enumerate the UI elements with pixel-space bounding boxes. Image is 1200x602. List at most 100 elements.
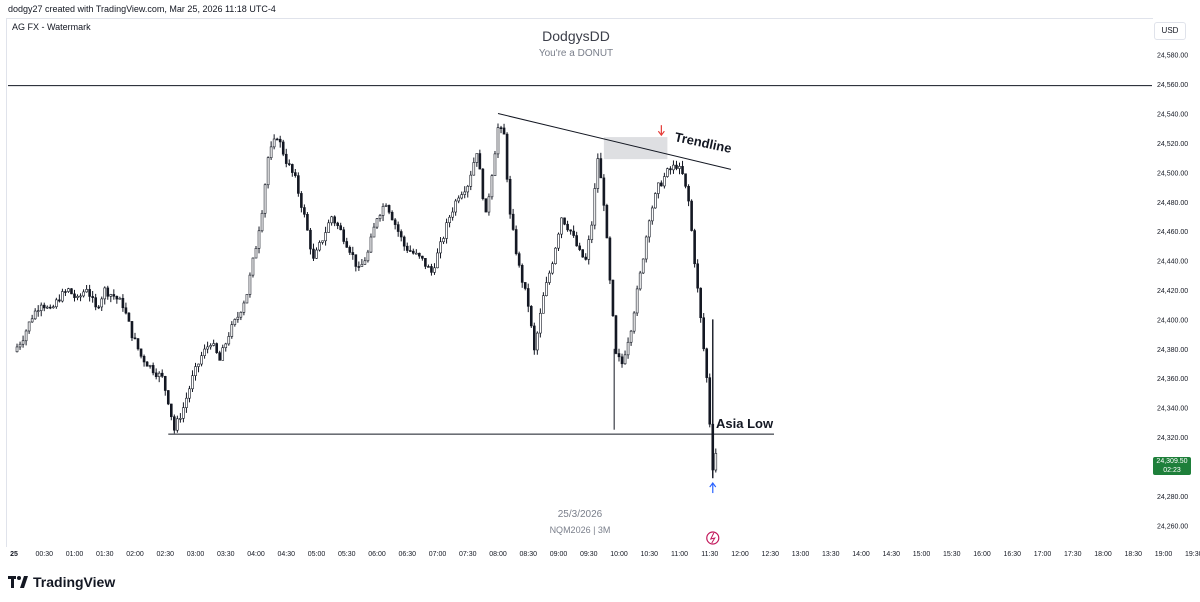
- buy-arrow-head-icon: [709, 482, 717, 488]
- candle-body: [203, 348, 206, 356]
- candle-body: [381, 206, 385, 216]
- candle-body: [160, 372, 164, 377]
- candle-body: [200, 355, 203, 365]
- time-tick-label: 05:30: [338, 551, 356, 558]
- time-tick-label: 01:00: [66, 551, 84, 558]
- time-tick-label: 13:00: [792, 551, 810, 558]
- candle-body: [605, 205, 609, 239]
- candle-body: [61, 291, 64, 302]
- candle-body: [118, 297, 122, 300]
- candle-body: [469, 174, 473, 187]
- price-tick-label: 24,480.00: [1157, 200, 1188, 207]
- candle-body: [45, 306, 49, 309]
- candle-body: [557, 233, 560, 249]
- symbol-name[interactable]: AG FX - Watermark: [12, 22, 91, 32]
- candle-body: [33, 310, 37, 320]
- candle-body: [611, 279, 615, 317]
- time-tick-label: 11:00: [671, 551, 688, 558]
- currency-button[interactable]: USD: [1154, 22, 1186, 40]
- candle-body: [596, 158, 600, 189]
- candle-body: [82, 291, 85, 297]
- candle-body: [133, 337, 137, 340]
- candle-body: [375, 218, 379, 228]
- candle-body: [593, 188, 597, 226]
- candle-body: [532, 325, 536, 351]
- candle-body: [36, 310, 40, 312]
- time-tick-label: 09:00: [550, 551, 568, 558]
- candle-body: [52, 306, 55, 309]
- candle-body: [239, 311, 243, 318]
- time-tick-label: 11:30: [701, 551, 718, 558]
- candle-body: [166, 390, 170, 405]
- candle-body: [545, 282, 548, 297]
- price-tick-label: 24,260.00: [1157, 523, 1188, 530]
- candle-body: [185, 397, 188, 408]
- candle-body: [681, 166, 684, 175]
- candle-body: [351, 252, 355, 255]
- candle-body: [275, 138, 279, 141]
- candle-body: [218, 352, 221, 361]
- trendline: [497, 113, 732, 170]
- candle-body: [297, 175, 300, 194]
- candle-body: [154, 372, 158, 377]
- candle-body: [215, 343, 218, 353]
- candle-body: [348, 247, 352, 253]
- candle-body: [708, 377, 712, 425]
- candle-body: [514, 229, 518, 254]
- candle-body: [641, 258, 645, 274]
- candle-body: [396, 224, 400, 232]
- candle-body: [272, 138, 276, 148]
- candle-body: [445, 222, 448, 239]
- candle-body: [496, 127, 500, 155]
- candle-body: [387, 205, 391, 213]
- candle-body: [602, 177, 606, 206]
- candle-body: [100, 298, 104, 308]
- candle-body: [484, 198, 488, 213]
- candle-body: [227, 336, 231, 345]
- candle-body: [442, 238, 445, 243]
- candle-body: [490, 175, 494, 198]
- candle-body: [478, 153, 482, 170]
- time-tick-label: 14:00: [852, 551, 870, 558]
- candle-body: [191, 375, 194, 390]
- candle-body: [405, 245, 409, 251]
- candle-body: [212, 343, 215, 346]
- candle-body: [30, 318, 34, 323]
- time-tick-label: 17:00: [1034, 551, 1052, 558]
- candle-body: [690, 200, 693, 231]
- candle-body: [563, 217, 566, 225]
- candle-body: [578, 245, 581, 250]
- price-tick-label: 24,400.00: [1157, 317, 1188, 324]
- candle-body: [357, 266, 361, 268]
- candle-body: [48, 306, 52, 309]
- candle-body: [542, 295, 545, 314]
- candle-body: [663, 176, 666, 187]
- candle-body: [281, 141, 285, 155]
- candle-body: [560, 217, 563, 235]
- sell-arrow-head-icon: [657, 130, 665, 137]
- candle-body: [76, 295, 79, 298]
- candle-body: [336, 222, 339, 226]
- time-tick-label: 03:00: [187, 551, 205, 558]
- candle-body: [345, 241, 349, 248]
- price-tick-label: 24,540.00: [1157, 112, 1188, 119]
- candle-body: [499, 127, 503, 129]
- time-tick-label: 08:00: [489, 551, 507, 558]
- candle-body: [194, 366, 197, 377]
- time-tick-label: 25: [10, 551, 18, 558]
- candle-body: [493, 153, 497, 177]
- candle-body: [657, 182, 660, 194]
- candle-body: [300, 193, 303, 208]
- candle-body: [130, 321, 134, 339]
- candle-body: [626, 341, 630, 356]
- time-tick-label: 01:30: [96, 551, 114, 558]
- candle-body: [306, 214, 309, 231]
- price-tick-label: 24,280.00: [1157, 494, 1188, 501]
- candle-body: [245, 294, 249, 304]
- tradingview-logo[interactable]: TradingView: [8, 574, 115, 590]
- lightning-icon: [709, 532, 716, 544]
- last-price-tag: 24,309.50 02:23: [1153, 457, 1191, 475]
- price-tick-label: 24,340.00: [1157, 406, 1188, 413]
- candle-body: [678, 166, 681, 169]
